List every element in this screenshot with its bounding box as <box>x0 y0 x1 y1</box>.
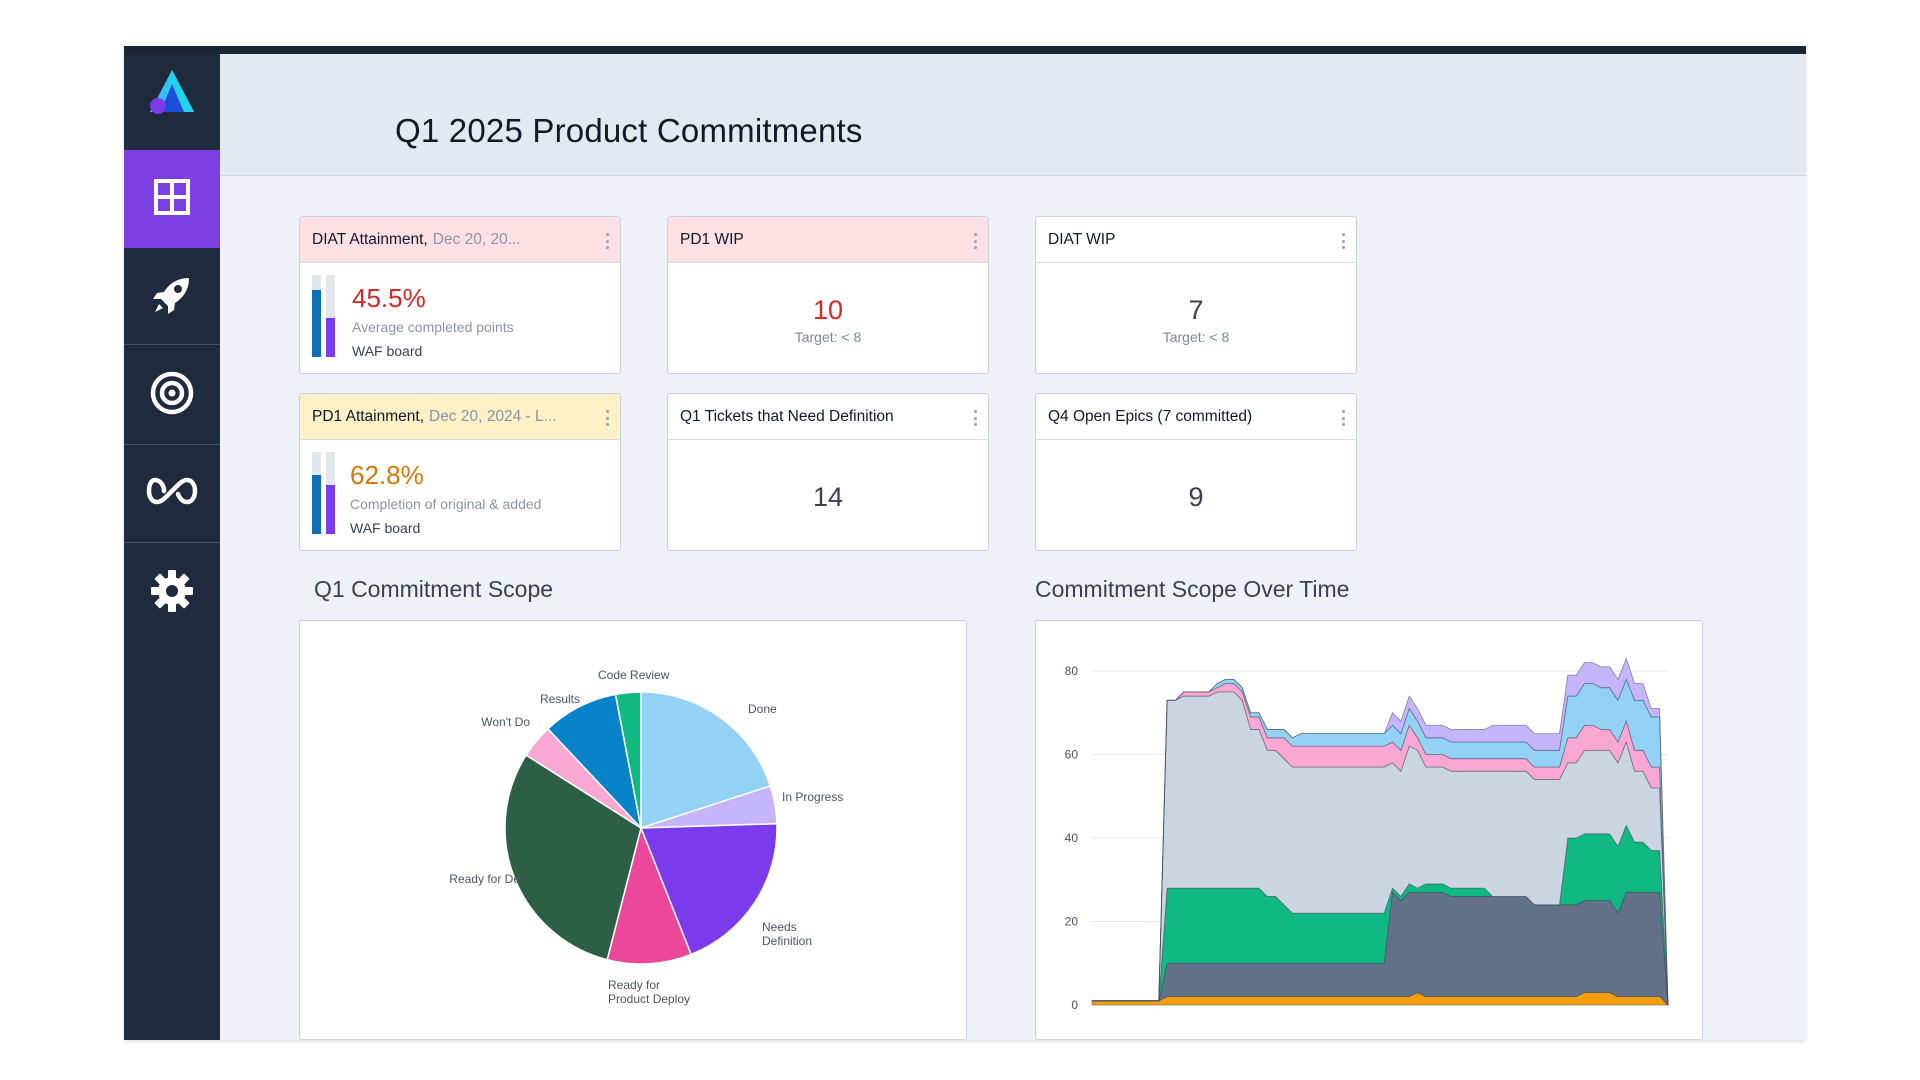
target-icon <box>149 370 195 421</box>
attainment-bars <box>312 275 340 357</box>
card-header: DIAT Attainment, Dec 20, 20... <box>300 217 620 263</box>
card-header: Q1 Tickets that Need Definition <box>668 394 988 440</box>
card-header: PD1 Attainment, Dec 20, 2024 - L... <box>300 394 620 440</box>
wip-value: 10 <box>812 295 844 325</box>
card-menu-icon[interactable] <box>606 233 610 249</box>
pd1-attainment-card[interactable]: PD1 Attainment, Dec 20, 2024 - L... 62.8… <box>299 393 621 551</box>
card-menu-icon[interactable] <box>1342 233 1346 249</box>
card-date-range: Dec 20, 2024 - L... <box>429 407 557 425</box>
attainment-bars <box>312 452 340 534</box>
card-menu-icon[interactable] <box>1342 410 1346 426</box>
pie-label-results: Results <box>540 692 580 706</box>
bar-fill <box>312 289 321 357</box>
ticket-count: 14 <box>812 482 844 512</box>
wip-value: 7 <box>1188 295 1204 325</box>
wip-target: Target: < 8 <box>794 329 862 345</box>
wip-target: Target: < 8 <box>1162 329 1230 345</box>
card-menu-icon[interactable] <box>606 410 610 426</box>
bar-fill <box>326 484 335 534</box>
area-series-lavender[interactable] <box>1092 657 1669 1006</box>
pie-label-code-review: Code Review <box>598 668 670 682</box>
sidebar-item-dashboards[interactable] <box>124 150 220 248</box>
sidebar-item-releases[interactable] <box>124 248 220 346</box>
y-tick-label: 0 <box>1071 998 1078 1012</box>
pie-slice-needs-definition[interactable] <box>639 822 778 956</box>
bar-added <box>326 452 335 534</box>
pie-chart: Done In Progress Needs Definition Ready for P… <box>449 668 843 1006</box>
card-date-range: Dec 20, 20... <box>432 230 521 248</box>
pie-label-needs-definition: Needs Definition <box>762 920 812 948</box>
sidebar-item-flow[interactable] <box>124 444 220 542</box>
app-window: Q1 2025 Product Commitments DIAT Attainm… <box>124 46 1806 1040</box>
card-title: Q1 Tickets that Need Definition <box>680 407 894 425</box>
pie-label-in-progress: In Progress <box>782 790 843 804</box>
pie-chart-title: Q1 Commitment Scope <box>314 576 554 602</box>
card-menu-icon[interactable] <box>974 233 978 249</box>
diat-wip-card[interactable]: DIAT WIP 7 Target: < 8 <box>1035 216 1357 374</box>
bar-fill <box>326 317 335 357</box>
area-chart-title: Commitment Scope Over Time <box>1035 576 1350 602</box>
y-tick-label: 60 <box>1065 748 1079 762</box>
diat-attainment-card[interactable]: DIAT Attainment, Dec 20, 20... 45.5% Ave… <box>299 216 621 374</box>
pie-chart-card[interactable]: Done In Progress Needs Definition Ready for P… <box>299 620 967 1040</box>
card-menu-icon[interactable] <box>974 410 978 426</box>
app-logo-icon[interactable] <box>146 66 198 118</box>
infinity-loop-icon <box>146 475 198 512</box>
bar-original <box>312 275 321 357</box>
q4-epics-card[interactable]: Q4 Open Epics (7 committed) 9 <box>1035 393 1357 551</box>
sidebar <box>124 54 220 1040</box>
card-title: PD1 Attainment, <box>312 407 425 425</box>
card-title: DIAT Attainment, <box>312 230 428 248</box>
rocket-icon <box>149 272 195 323</box>
pie-label-ready-for-dev: Ready for Dev <box>449 872 526 886</box>
bar-added <box>326 275 335 357</box>
sidebar-divider <box>124 542 220 543</box>
pie-label-ready-for-product-deploy: Ready for Product Deploy <box>608 978 690 1006</box>
attainment-value: 45.5% <box>352 283 426 313</box>
page-title: Q1 2025 Product Commitments <box>395 112 863 149</box>
card-title: Q4 Open Epics (7 committed) <box>1048 407 1253 425</box>
pie-slice-ready-for-dev[interactable] <box>504 754 642 961</box>
card-title: PD1 WIP <box>680 230 744 248</box>
pie-slice-ready-for-product-deploy[interactable] <box>606 825 693 965</box>
q1-tickets-card[interactable]: Q1 Tickets that Need Definition 14 <box>667 393 989 551</box>
pd1-wip-card[interactable]: PD1 WIP 10 Target: < 8 <box>667 216 989 374</box>
area-chart-card[interactable]: 0 20 40 60 80 <box>1035 620 1703 1040</box>
sidebar-item-settings[interactable] <box>124 544 220 642</box>
pie-label-done: Done <box>748 702 777 716</box>
board-name: WAF board <box>352 343 423 359</box>
board-name: WAF board <box>350 520 421 536</box>
pie-slice-code-review[interactable] <box>614 691 642 829</box>
sidebar-divider <box>124 344 220 345</box>
y-tick-label: 40 <box>1065 831 1079 845</box>
gear-icon <box>149 568 195 619</box>
card-header: DIAT WIP <box>1036 217 1356 263</box>
sidebar-item-goals[interactable] <box>124 346 220 444</box>
attainment-description: Average completed points <box>352 319 514 335</box>
card-header: Q4 Open Epics (7 committed) <box>1036 394 1356 440</box>
area-chart: 0 20 40 60 80 <box>1065 657 1669 1012</box>
bar-fill <box>312 474 321 534</box>
dashboard-grid-icon <box>154 178 190 220</box>
pie-label-won-t-do: Won't Do <box>481 715 530 729</box>
pie-slice-done[interactable] <box>640 691 772 830</box>
epic-count: 9 <box>1188 482 1204 512</box>
y-tick-label: 20 <box>1065 915 1079 929</box>
card-header: PD1 WIP <box>668 217 988 263</box>
card-title: DIAT WIP <box>1048 230 1116 248</box>
attainment-value: 62.8% <box>350 460 424 490</box>
page-header: Q1 2025 Product Commitments <box>220 54 1806 176</box>
attainment-description: Completion of original & added <box>350 496 542 512</box>
y-tick-label: 80 <box>1065 664 1079 678</box>
sidebar-divider <box>124 444 220 445</box>
bar-original <box>312 452 321 534</box>
